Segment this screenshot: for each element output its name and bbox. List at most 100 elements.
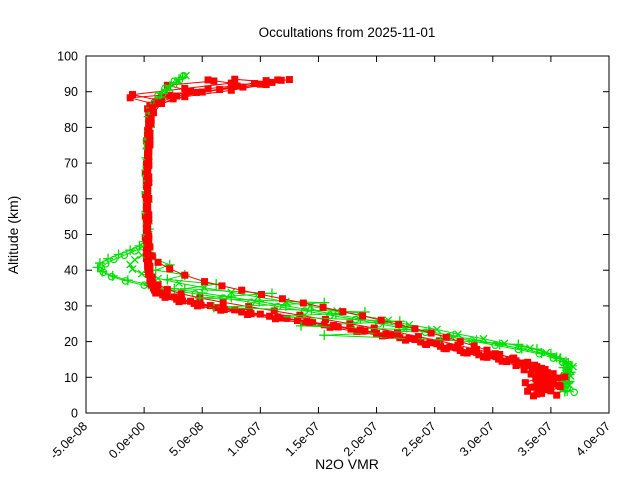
square-marker <box>204 76 212 84</box>
plus-marker <box>562 385 573 396</box>
square-marker <box>256 80 264 88</box>
plus-marker <box>179 283 190 294</box>
square-marker <box>219 298 227 306</box>
square-marker <box>154 281 162 289</box>
y-tick-label: 70 <box>64 157 78 171</box>
square-marker <box>148 252 156 260</box>
square-marker <box>561 373 569 381</box>
square-marker <box>524 387 532 395</box>
square-marker <box>144 200 152 208</box>
square-marker <box>145 211 153 219</box>
square-marker <box>147 114 155 122</box>
square-marker <box>145 179 153 187</box>
square-marker <box>456 338 464 346</box>
square-marker <box>556 383 564 391</box>
square-marker <box>538 389 546 397</box>
square-marker <box>144 184 152 192</box>
square-marker <box>148 273 156 281</box>
square-marker <box>453 344 461 352</box>
square-marker <box>145 232 153 240</box>
x-tick-label: 4.0e-07 <box>573 419 613 459</box>
square-marker <box>396 334 404 342</box>
y-tick-label: 100 <box>57 50 78 64</box>
square-marker <box>361 327 369 335</box>
plus-marker <box>558 362 569 373</box>
x-marker <box>130 255 139 264</box>
square-marker <box>427 329 435 337</box>
series-occultation-green-1 <box>92 72 577 397</box>
square-marker <box>527 370 535 378</box>
square-marker <box>496 350 504 358</box>
square-marker <box>277 76 285 84</box>
plus-marker <box>319 330 330 341</box>
series-occultation-red-3 <box>144 76 564 399</box>
series-occultation-red-7 <box>144 77 550 393</box>
square-marker <box>268 78 276 86</box>
y-tick-label: 10 <box>64 371 78 385</box>
square-marker <box>285 76 293 84</box>
square-marker <box>178 297 186 305</box>
x-marker <box>137 269 146 278</box>
plus-marker <box>125 245 136 256</box>
square-marker <box>535 385 543 393</box>
square-marker <box>227 86 235 94</box>
plus-marker <box>103 253 114 264</box>
square-marker <box>145 125 153 133</box>
series-occultation-red-1 <box>142 76 556 397</box>
square-marker <box>528 363 536 371</box>
square-marker <box>181 84 189 92</box>
plus-marker <box>164 81 175 92</box>
square-marker <box>262 77 270 85</box>
square-marker <box>145 157 153 165</box>
square-marker <box>163 293 171 301</box>
series-line <box>130 78 555 389</box>
y-tick-label: 40 <box>64 264 78 278</box>
square-marker <box>149 109 157 117</box>
square-marker <box>146 136 154 144</box>
plus-marker <box>113 249 124 260</box>
plus-marker <box>92 262 103 273</box>
square-marker <box>257 290 265 298</box>
square-marker <box>359 312 367 320</box>
square-marker <box>187 87 195 95</box>
square-marker <box>181 271 189 279</box>
square-marker <box>153 288 161 296</box>
square-marker <box>145 147 153 155</box>
square-marker <box>509 355 517 363</box>
square-marker <box>470 342 478 350</box>
plus-marker <box>226 292 237 303</box>
square-marker <box>163 285 171 293</box>
plus-marker <box>563 358 574 369</box>
plus-marker <box>555 353 566 364</box>
x-tick-label: 2.5e-07 <box>399 419 439 459</box>
plus-marker <box>565 367 576 378</box>
plus-marker <box>107 270 118 281</box>
square-marker <box>417 338 425 346</box>
square-marker <box>533 376 541 384</box>
square-marker <box>339 308 347 316</box>
square-marker <box>299 299 307 307</box>
square-marker <box>541 365 549 373</box>
x-tick-label: 1.0e-07 <box>225 419 265 459</box>
circle-marker <box>491 341 499 349</box>
square-marker <box>198 88 206 96</box>
square-marker <box>542 380 550 388</box>
square-marker <box>144 205 152 213</box>
y-tick-label: 0 <box>71 407 78 421</box>
plus-marker <box>545 348 556 359</box>
circle-marker <box>570 388 578 397</box>
square-marker <box>148 104 156 112</box>
square-marker <box>239 83 247 91</box>
square-marker <box>145 259 153 267</box>
chart-title: Occultations from 2025-11-01 <box>259 25 436 40</box>
square-marker <box>245 303 253 311</box>
x-tick-label: 3.0e-07 <box>457 419 497 459</box>
square-marker <box>169 95 177 103</box>
square-marker <box>146 243 154 251</box>
square-marker <box>144 248 152 256</box>
square-marker <box>145 130 153 138</box>
square-marker <box>411 335 419 343</box>
plus-marker <box>513 339 524 350</box>
square-marker <box>442 333 450 341</box>
